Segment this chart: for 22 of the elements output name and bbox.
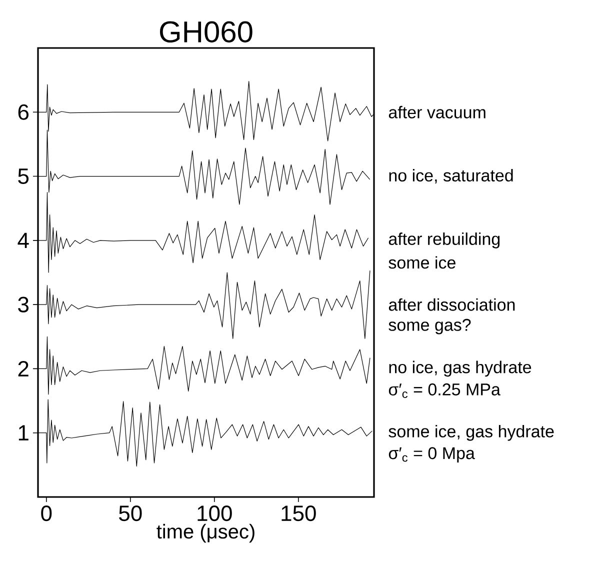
x-tick-label: 100 xyxy=(198,506,232,522)
series-label: some ice, gas hydrate xyxy=(388,424,554,441)
y-tick-label: 5 xyxy=(18,168,29,184)
y-tick-label: 1 xyxy=(18,425,28,440)
series-label: after vacuum xyxy=(388,106,486,118)
text: σ′$_{c}$ = 0.25 MPa xyxy=(388,383,500,398)
x-axis-title: time (μsec) xyxy=(156,524,254,543)
y-tick-label: 6 xyxy=(18,104,29,120)
y-tick-label: 3 xyxy=(18,296,29,312)
chart-title: GH060 xyxy=(160,21,252,43)
x-tick-label: 0 xyxy=(41,506,52,522)
x-tick-label: 150 xyxy=(282,506,316,522)
text: some ice xyxy=(388,256,456,269)
text: σ′$_{c}$ = 0 Mpa xyxy=(388,447,475,463)
x-tick-label: 50 xyxy=(119,506,142,522)
text: some gas? xyxy=(388,318,471,334)
y-tick-label: 4 xyxy=(18,232,29,248)
series-label: after dissociation xyxy=(388,298,515,311)
series-label: after rebuilding xyxy=(388,232,500,248)
y-tick-label: 2 xyxy=(18,361,28,376)
series-label: no ice, saturated xyxy=(389,169,513,184)
series-label: no ice, gas hydrate xyxy=(389,360,532,377)
